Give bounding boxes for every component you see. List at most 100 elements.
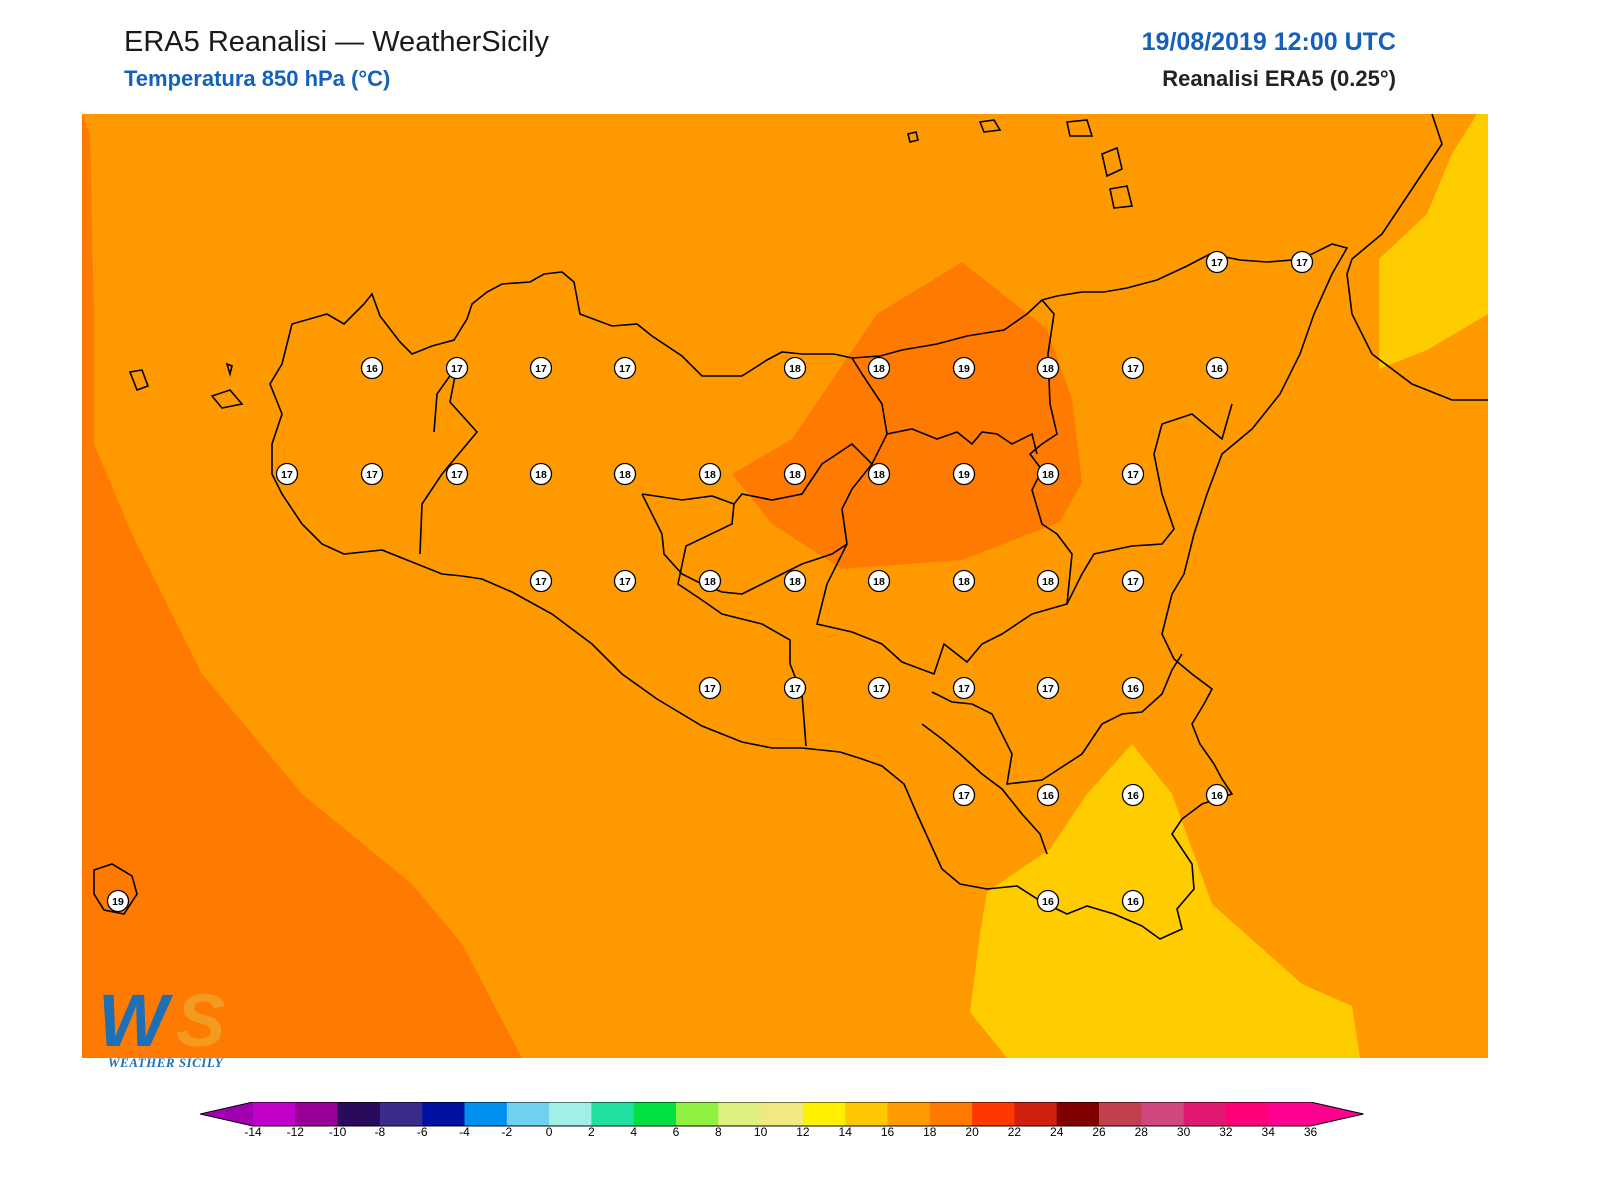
colorbar-tick-label: 8 — [715, 1125, 722, 1136]
colorbar-segment — [549, 1102, 592, 1126]
station-marker — [1121, 783, 1145, 807]
ustica-island — [907, 131, 919, 143]
station-value: 18 — [789, 469, 801, 481]
station-value: 16 — [1211, 790, 1223, 802]
station-value: 17 — [1296, 257, 1308, 269]
colorbar-tick-label: 14 — [839, 1125, 853, 1136]
station-marker — [529, 569, 553, 593]
logo-text: WEATHER SICILY — [108, 1055, 224, 1070]
station-marker — [1121, 569, 1145, 593]
station-marker — [783, 569, 807, 593]
aeolian-islands — [978, 119, 1133, 209]
colorbar-tick-label: 26 — [1092, 1125, 1106, 1136]
station-value: 17 — [958, 683, 970, 695]
field-14-16-south — [970, 744, 1360, 1058]
station-marker — [1121, 462, 1145, 486]
colorbar-segment — [972, 1102, 1015, 1126]
colorbar-tick-label: 0 — [546, 1125, 553, 1136]
station-marker — [783, 462, 807, 486]
station-marker — [698, 569, 722, 593]
colorbar-segment — [1225, 1102, 1269, 1126]
station-marker — [952, 356, 976, 380]
colorbar-segment — [253, 1102, 296, 1126]
station-marker — [698, 676, 722, 700]
colorbar-segment — [422, 1102, 465, 1126]
station-value: 16 — [1042, 790, 1054, 802]
colorbar-tick-label: 28 — [1135, 1125, 1149, 1136]
colorbar-segment — [337, 1102, 381, 1126]
station-value: 17 — [873, 683, 885, 695]
colorbar-tick-label: 34 — [1262, 1125, 1276, 1136]
field-18-20-center — [732, 262, 1082, 569]
station-marker — [445, 462, 469, 486]
colorbar-segment — [1141, 1102, 1185, 1126]
station-marker — [1036, 676, 1060, 700]
weathersicily-logo: W S — [94, 979, 254, 1070]
colorbar-tick-label: 36 — [1304, 1125, 1318, 1136]
station-value: 16 — [1127, 790, 1139, 802]
colorbar-tick-label: -2 — [501, 1125, 512, 1136]
station-marker — [1036, 356, 1060, 380]
station-marker — [1036, 462, 1060, 486]
station-value: 18 — [789, 363, 801, 375]
field-14-16-northeast — [1379, 114, 1488, 369]
temperature-map: 16 17 17 17 18 18 19 18 17 16 17 17 17 18 18 18 18 18 19 18… — [82, 114, 1488, 1058]
station-marker — [275, 462, 299, 486]
colorbar-segment — [464, 1102, 508, 1126]
svg-text:W: W — [98, 980, 174, 1060]
egadi-islands — [128, 362, 244, 409]
station-marker — [867, 569, 891, 593]
colorbar-tick-label: 22 — [1008, 1125, 1022, 1136]
colorbar-segment — [506, 1102, 550, 1126]
station-marker — [613, 569, 637, 593]
colorbar-tick-label: -14 — [244, 1125, 262, 1136]
station-marker — [952, 462, 976, 486]
station-marker — [613, 462, 637, 486]
colorbar-segment — [295, 1102, 339, 1126]
station-marker — [867, 462, 891, 486]
station-marker — [783, 356, 807, 380]
station-value: 18 — [789, 576, 801, 588]
station-marker — [360, 462, 384, 486]
colorbar-segment — [676, 1102, 719, 1126]
station-value: 17 — [451, 469, 463, 481]
colorbar-tick-label: 4 — [630, 1125, 637, 1136]
station-value: 16 — [1211, 363, 1223, 375]
colorbar-tick-label: 30 — [1177, 1125, 1191, 1136]
station-marker — [1205, 356, 1229, 380]
station-value: 17 — [1042, 683, 1054, 695]
station-labels: 16 17 17 17 18 18 19 18 17 16 17 17 17 18 18 18 18 18 19 18… — [106, 250, 1314, 913]
station-marker — [1121, 676, 1145, 700]
data-source: Reanalisi ERA5 (0.25°) — [1162, 66, 1396, 91]
colorbar-left-arrow — [200, 1102, 253, 1126]
colorbar-segment — [760, 1102, 804, 1126]
station-marker — [529, 462, 553, 486]
station-marker — [867, 676, 891, 700]
station-value: 18 — [619, 469, 631, 481]
station-value: 19 — [958, 363, 970, 375]
colorbar-tick-label: 20 — [965, 1125, 979, 1136]
station-value: 18 — [958, 576, 970, 588]
station-value: 16 — [366, 363, 378, 375]
station-marker — [445, 356, 469, 380]
colorbar-tick-label: 24 — [1050, 1125, 1064, 1136]
station-value: 17 — [451, 363, 463, 375]
colorbar-segment — [718, 1102, 762, 1126]
station-marker — [529, 356, 553, 380]
colorbar-segment — [887, 1102, 931, 1126]
station-marker — [613, 356, 637, 380]
station-value: 18 — [1042, 469, 1054, 481]
colorbar-segment — [1183, 1102, 1227, 1126]
station-marker — [867, 356, 891, 380]
station-value: 16 — [1127, 683, 1139, 695]
station-marker — [698, 462, 722, 486]
colorbar-right-arrow — [1310, 1102, 1364, 1126]
colorbar-outline — [200, 1102, 1364, 1127]
colorbar-segment — [802, 1102, 846, 1126]
colorbar-segment — [929, 1102, 973, 1126]
station-marker — [360, 356, 384, 380]
colorbar-tick-label: 10 — [754, 1125, 768, 1136]
station-value: 19 — [112, 896, 124, 908]
colorbar-tick-label: 18 — [923, 1125, 937, 1136]
coastlines — [269, 243, 1349, 940]
